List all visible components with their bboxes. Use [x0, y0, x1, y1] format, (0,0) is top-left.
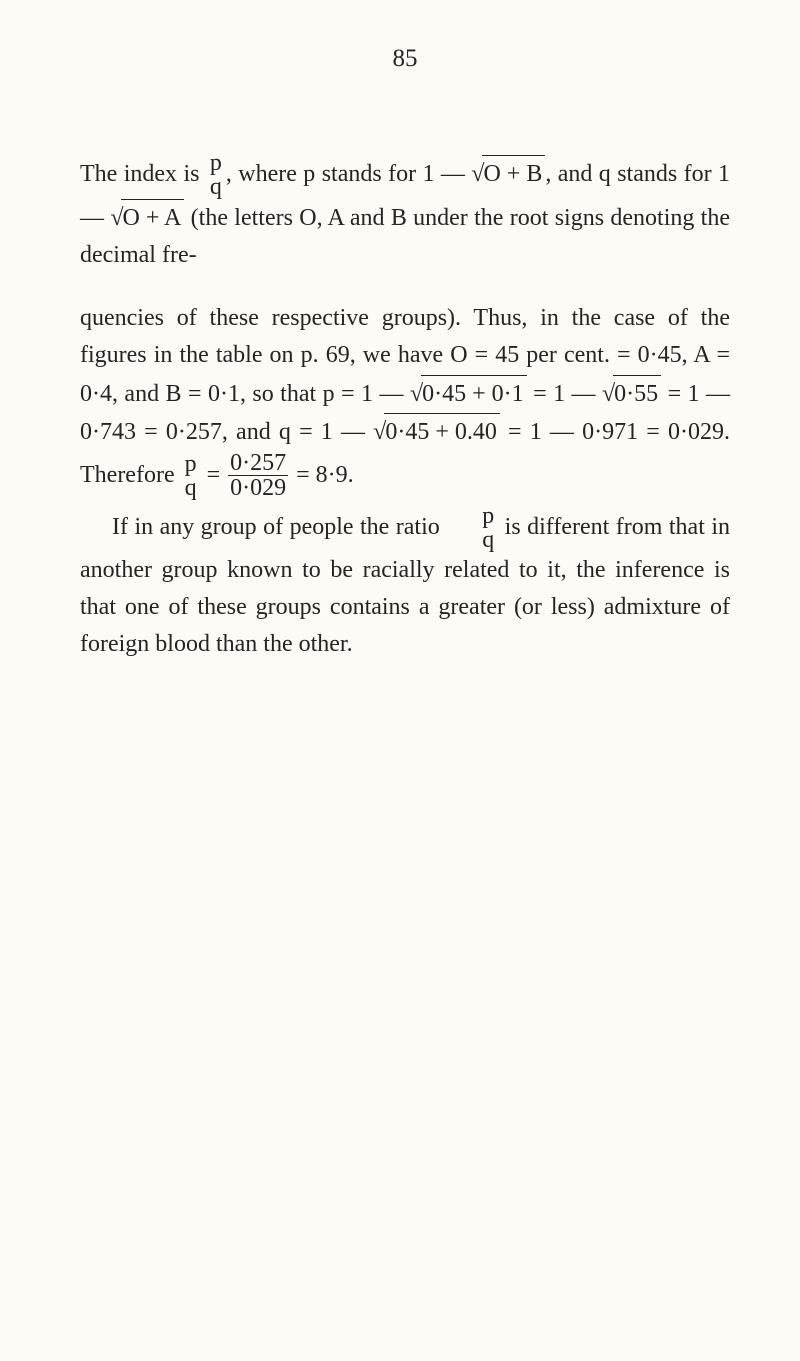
paragraph-3: If in any group of people the ratio pq i… [80, 504, 730, 664]
text: , where p stands for 1 — [226, 161, 471, 187]
sqrt-045-040: √0·45 + 0.40 [373, 419, 500, 445]
sqrt-055: √0·55 [602, 381, 661, 407]
fraction-denominator: q [208, 175, 224, 199]
radicand: 0·45 + 0·1 [421, 375, 527, 413]
text: = 8·9. [290, 462, 354, 488]
fraction-numerator: p [183, 452, 199, 476]
paragraph-2: quencies of these respective groups). Th… [80, 300, 730, 500]
fraction-denominator: q [183, 476, 199, 500]
sqrt-O-plus-A: √O + A [110, 205, 184, 231]
fraction-numerator: p [208, 151, 224, 175]
fraction-numerator: p [448, 504, 496, 528]
fraction-denominator: q [448, 528, 496, 552]
radicand: O + B [482, 155, 545, 193]
text: The index is [80, 161, 206, 187]
fraction-p-over-q: pq [183, 452, 199, 500]
spacer [80, 274, 730, 300]
text: = 1 — [527, 381, 602, 407]
sqrt-O-plus-B: √O + B [471, 161, 545, 187]
sqrt-045-01: √0·45 + 0·1 [410, 381, 527, 407]
radicand: O + A [121, 199, 184, 237]
radicand: 0·45 + 0.40 [384, 413, 500, 451]
page-number: 85 [80, 40, 730, 79]
fraction-p-over-q: pq [448, 504, 496, 552]
paragraph-1: The index is pq, where p stands for 1 — … [80, 151, 730, 274]
text: = [201, 462, 227, 488]
fraction-0257-0029: 0·2570·029 [228, 451, 288, 500]
page-container: 85 The index is pq, where p stands for 1… [0, 0, 800, 1361]
radicand: 0·55 [613, 375, 661, 413]
fraction-p-over-q: pq [208, 151, 224, 199]
fraction-denominator: 0·029 [228, 476, 288, 500]
fraction-numerator: 0·257 [228, 451, 288, 476]
text: If in any group of people the ratio [112, 514, 446, 540]
